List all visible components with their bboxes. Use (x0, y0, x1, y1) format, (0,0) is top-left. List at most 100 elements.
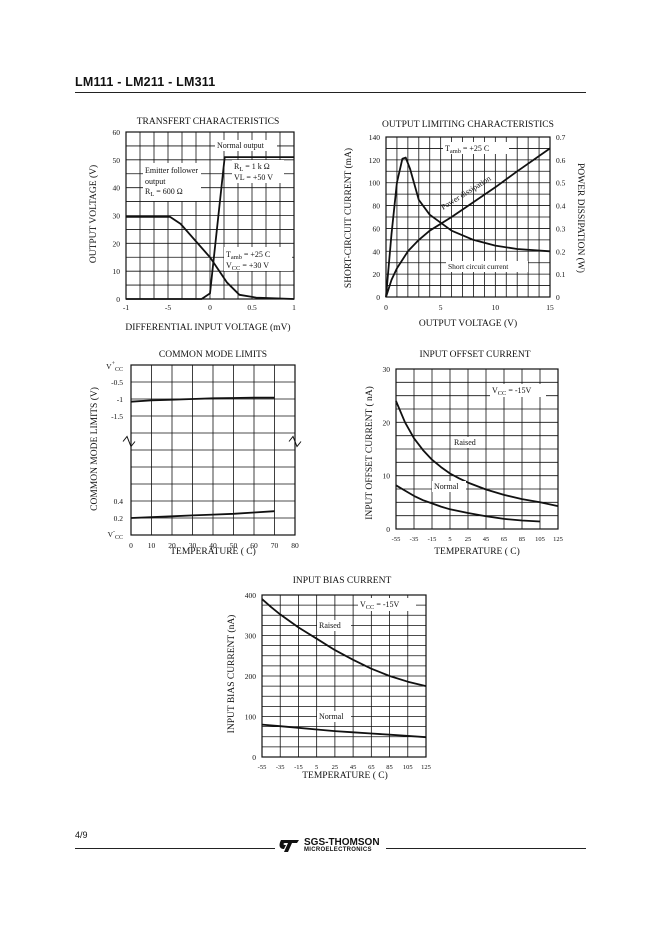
x-axis-label: OUTPUT VOLTAGE (V) (419, 318, 517, 329)
series-line (395, 484, 541, 523)
x-tick-label: -55 (258, 764, 267, 771)
x-tick-label: 65 (368, 764, 375, 771)
series-line (395, 400, 559, 507)
y-tick-label: 300 (245, 632, 257, 641)
y-tick-label: 120 (369, 156, 381, 165)
chart-title: COMMON MODE LIMITS (159, 350, 267, 360)
x-tick-label: 85 (519, 536, 526, 543)
y-tick-label: 60 (113, 128, 121, 137)
series-line (130, 510, 275, 519)
short-circuit-label: Short circuit current (448, 262, 509, 271)
company-logo: SGS-THOMSON MICROELECTRONICS (278, 838, 380, 853)
x-tick-label: 60 (250, 541, 258, 550)
y-tick-label: 80 (373, 202, 381, 211)
x-axis-label: TEMPERATURE ( C) (434, 546, 520, 557)
raised-label: Raised (319, 621, 341, 630)
y-tick-label: 400 (245, 591, 257, 600)
y-tick-label: 0 (116, 295, 120, 304)
x-tick-label: 5 (439, 303, 443, 312)
x-tick-label: 105 (535, 536, 545, 543)
x-tick-label: 10 (148, 541, 156, 550)
chart-title: TRANSFERT CHARACTERISTICS (137, 117, 280, 127)
raised-label: Raised (454, 438, 476, 447)
vl-label: VL = +50 V (234, 173, 273, 182)
y-tick-label: 20 (383, 418, 391, 427)
x-tick-label: -5 (165, 303, 171, 312)
x-tick-label: 0 (129, 541, 133, 550)
rl-600-label: RL = 600 Ω (145, 187, 183, 198)
label-bg (215, 140, 277, 151)
normal-output-label: Normal output (217, 141, 265, 150)
y-tick-label: 30 (383, 365, 391, 374)
emitter-follower-label: Emitter follower (145, 166, 198, 175)
label-bg (432, 481, 466, 492)
x-tick-label: 25 (332, 764, 339, 771)
vcc-label: VCC = +30 V (226, 261, 269, 272)
series-line (385, 156, 551, 298)
vcc-label: VCC = -15V (360, 600, 399, 611)
label-bg (443, 142, 509, 154)
y-tick-label: 50 (113, 156, 121, 165)
x-tick-label: 105 (403, 764, 413, 771)
output-limiting-chart: OUTPUT LIMITING CHARACTERISTICS OUTPUT V… (343, 120, 586, 329)
label-bg (490, 384, 546, 397)
label-bg (317, 711, 351, 722)
x-tick-label: 85 (386, 764, 393, 771)
y-tick-label: -1.5 (111, 412, 123, 421)
label-bg (232, 160, 284, 183)
grid (130, 364, 296, 536)
x-tick-label: 1 (292, 303, 296, 312)
y-tick-label: 30 (113, 212, 121, 221)
label-bg (446, 261, 528, 272)
y-axis-label: SHORT-CIRCUIT CURRENT (mA) (343, 148, 354, 288)
axis-break (122, 435, 136, 448)
label-bg (358, 598, 416, 611)
x-axis-label: TEMPERATURE ( C) (302, 770, 388, 781)
header-rule (75, 92, 586, 93)
common-mode-limits-chart: COMMON MODE LIMITS TEMPERATURE ( C) COMM… (89, 350, 302, 557)
rl-1k-label: RL = 1 k Ω (234, 162, 270, 173)
x-tick-label: 5 (315, 764, 318, 771)
y-tick-label: 100 (245, 713, 257, 722)
y-tick-label: 0.4 (114, 497, 124, 506)
series-line (261, 723, 427, 739)
y-axis-label: OUTPUT VOLTAGE (V) (88, 165, 99, 263)
x-tick-label: 80 (291, 541, 299, 550)
normal-label: Normal (434, 482, 459, 491)
x-tick-label: 125 (553, 536, 563, 543)
x-tick-label: 0.5 (247, 303, 257, 312)
y2-tick-label: 0.7 (556, 133, 566, 142)
chart-title: OUTPUT LIMITING CHARACTERISTICS (382, 120, 554, 130)
tamb-label: Tamb = +25 C (226, 250, 270, 261)
x-tick-label: 25 (465, 536, 472, 543)
y2-tick-label: 0 (556, 293, 560, 302)
y-tick-label: -0.5 (111, 378, 123, 387)
axis-break (288, 435, 302, 448)
y2-tick-label: 0.6 (556, 156, 566, 165)
x-tick-label: 65 (501, 536, 508, 543)
x-axis-label: DIFFERENTIAL INPUT VOLTAGE (mV) (125, 322, 290, 333)
x-tick-label: 125 (421, 764, 431, 771)
vcc-label: VCC = -15V (492, 386, 531, 397)
y-axis-label: INPUT OFFSET CURRENT ( nA) (364, 386, 375, 520)
y-tick-label: 10 (113, 267, 121, 276)
grid (261, 594, 427, 758)
normal-label: Normal (319, 712, 344, 721)
label-bg (224, 247, 292, 271)
chart-title: INPUT BIAS CURRENT (293, 576, 392, 586)
y2-tick-label: 0.1 (556, 270, 566, 279)
y2-tick-label: 0.4 (556, 202, 566, 211)
tamb-label: Tamb = +25 C (445, 144, 489, 155)
x-tick-label: -55 (392, 536, 401, 543)
series-line (261, 598, 427, 687)
st-logo-icon (279, 839, 299, 852)
x-tick-label: 5 (448, 536, 451, 543)
label-bg (317, 620, 351, 631)
y-tick-label: 20 (113, 239, 121, 248)
y-tick-label: 60 (373, 224, 381, 233)
y2-axis-label: POWER DISSIPATION (W) (575, 163, 586, 273)
x-tick-label: 50 (230, 541, 238, 550)
x-tick-label: -15 (294, 764, 303, 771)
y2-tick-label: 0.2 (556, 247, 566, 256)
y-tick-label: 100 (369, 179, 381, 188)
